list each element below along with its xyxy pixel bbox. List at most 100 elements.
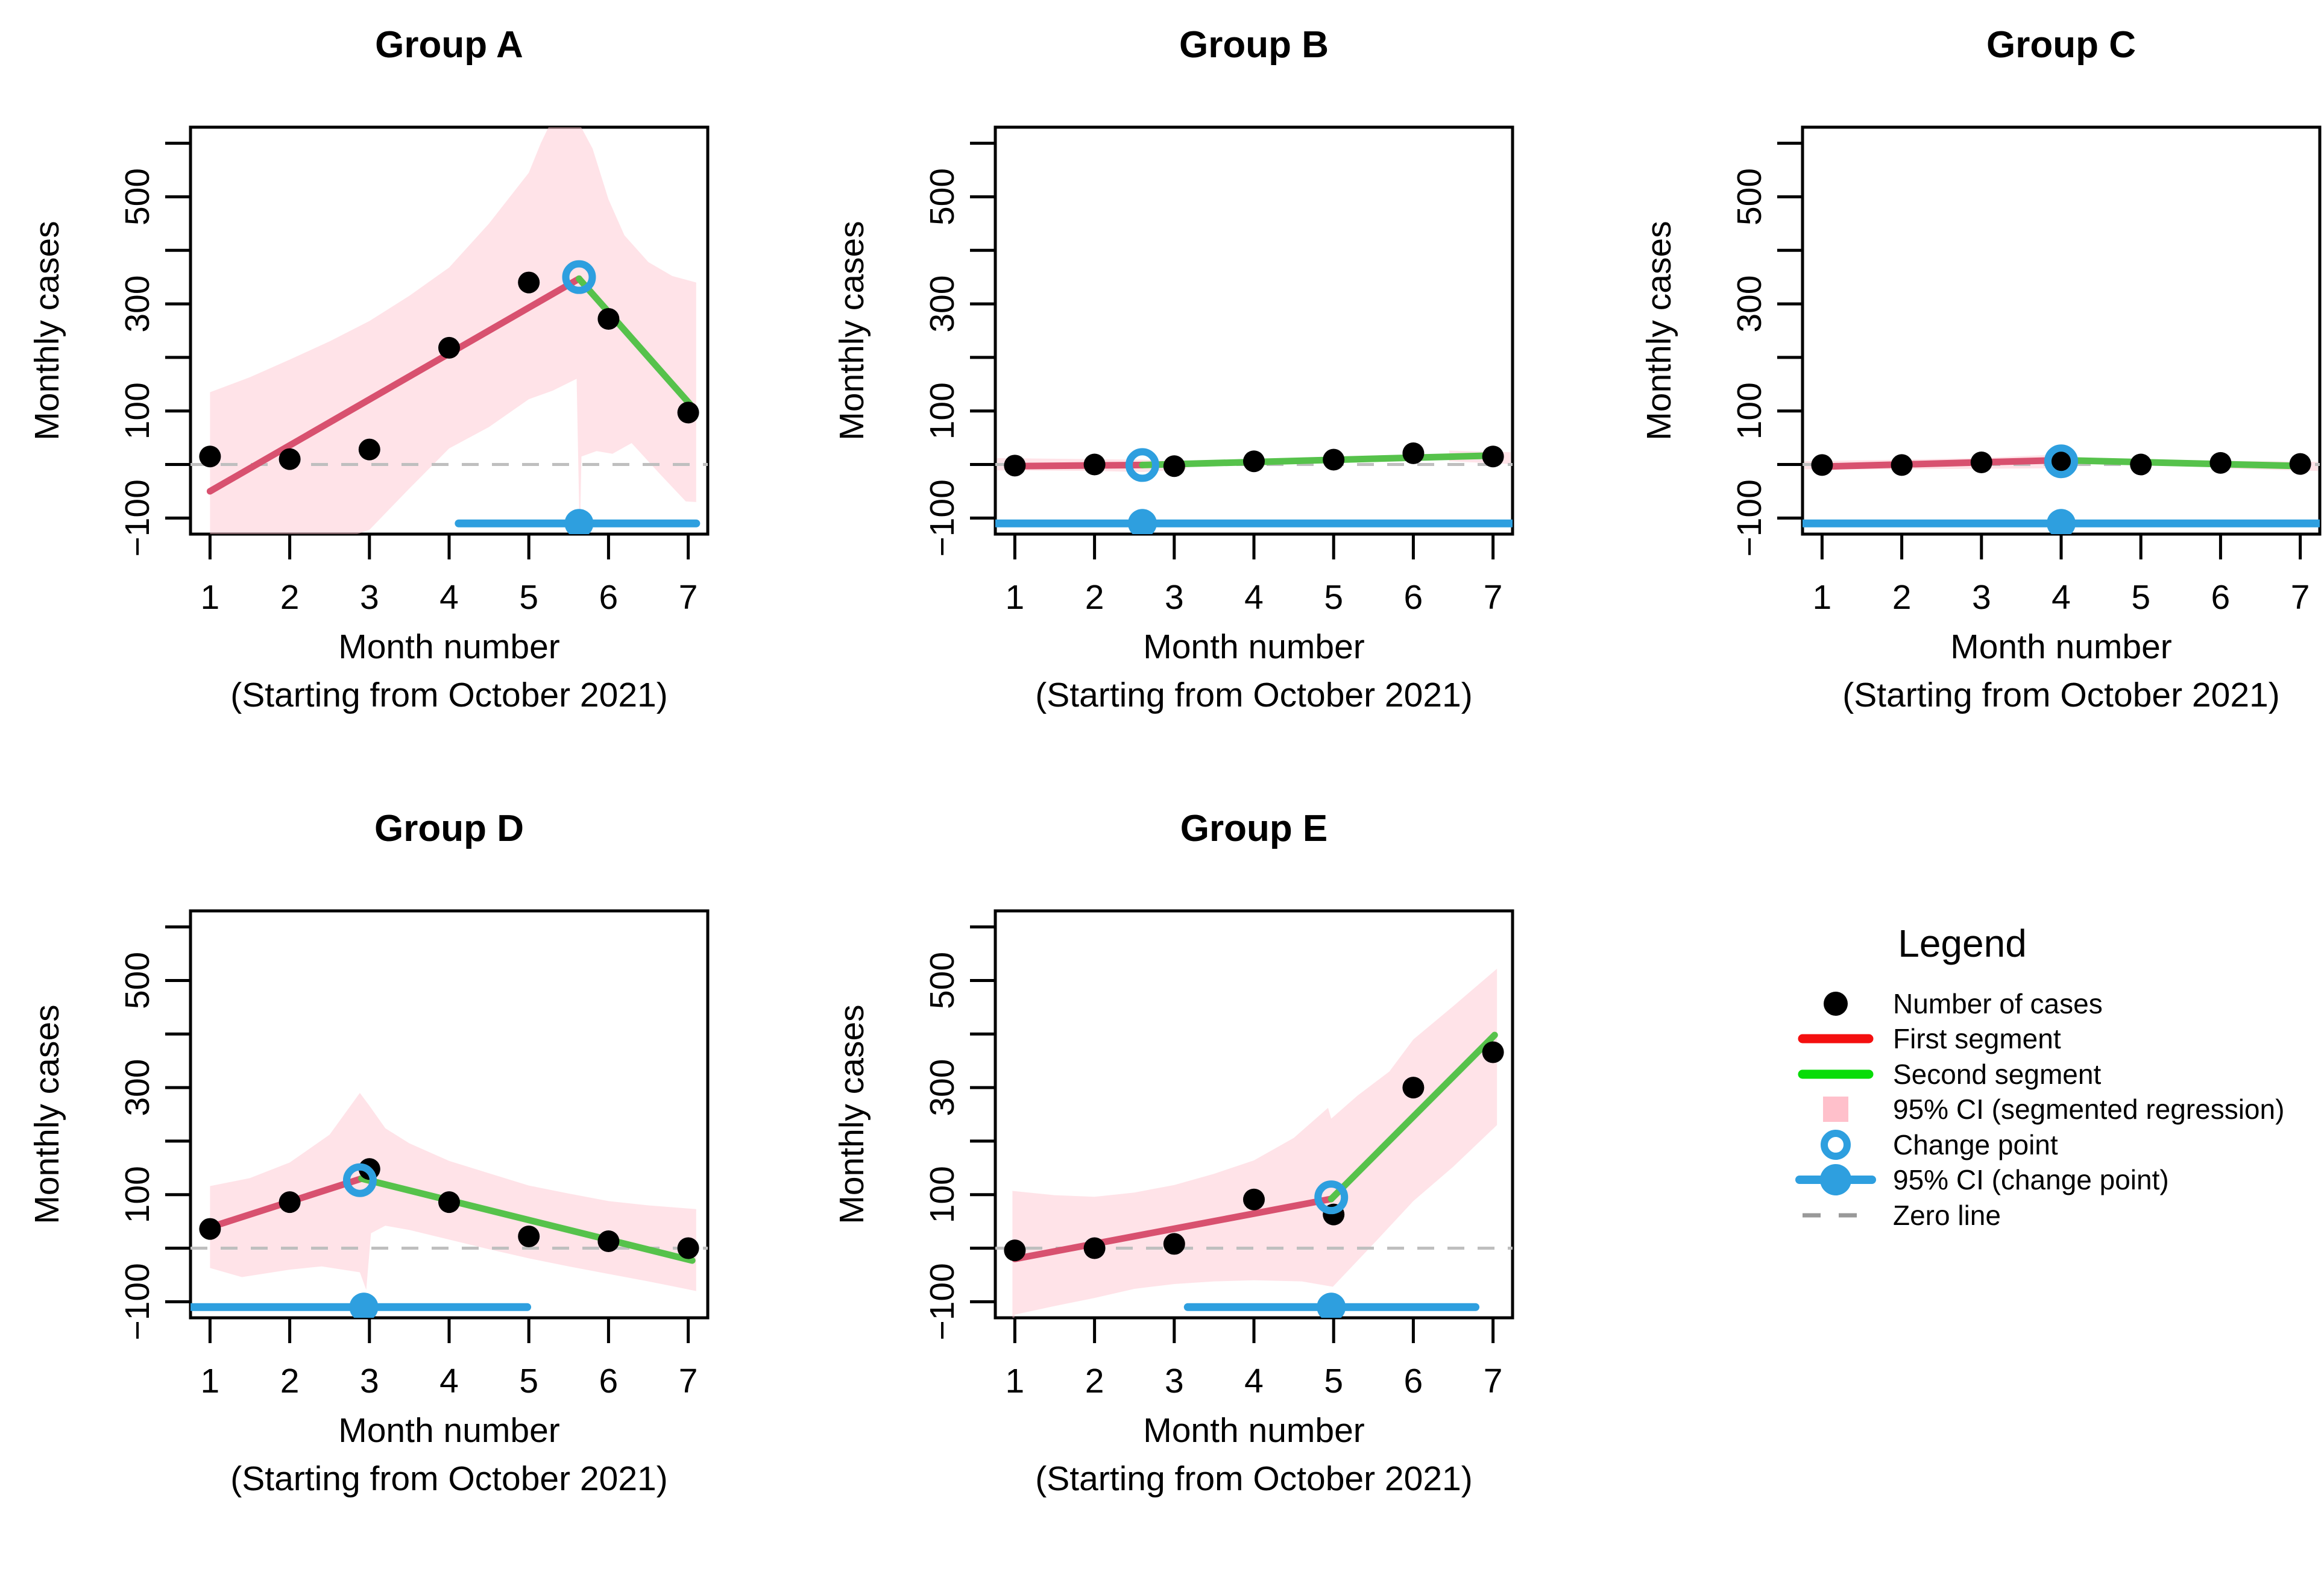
y-tick-label: 300 bbox=[923, 275, 962, 333]
y-axis-label: Monthly cases bbox=[28, 1004, 66, 1224]
legend-item: Number of cases bbox=[1824, 988, 2103, 1019]
y-axis-label: Monthly cases bbox=[28, 221, 66, 440]
change-point-ci-marker bbox=[564, 509, 594, 534]
data-point bbox=[1402, 1077, 1425, 1099]
y-axis-label: Monthly cases bbox=[1640, 221, 1678, 440]
x-tick-label: 5 bbox=[1324, 1362, 1343, 1400]
data-point bbox=[1004, 455, 1026, 477]
x-tick-label: 3 bbox=[1972, 578, 1991, 617]
x-tick-label: 2 bbox=[1892, 578, 1912, 617]
panel-title: Group B bbox=[1179, 24, 1329, 66]
y-tick-label: 500 bbox=[1730, 168, 1769, 225]
data-point bbox=[1004, 1239, 1026, 1262]
data-point bbox=[677, 401, 699, 424]
chart-group-a: Group A Monthly cases −100 100 300 500 1 2 3 4 5 6 7… bbox=[28, 24, 710, 714]
panel-group-b: Group B Monthly cases −100 100 300 500 1 2 3 4 5 6 7… bbox=[775, 0, 1549, 784]
legend-item: Second segment bbox=[1798, 1059, 2101, 1090]
change-point-ci-marker-icon bbox=[1820, 1164, 1851, 1195]
legend-chart: Legend Number of cases First segment Second… bbox=[1795, 922, 2284, 1231]
x-tick-label: 7 bbox=[1484, 1362, 1503, 1400]
data-point bbox=[677, 1237, 699, 1259]
change-point-icon bbox=[342, 1163, 377, 1197]
x-tick-label: 3 bbox=[360, 578, 379, 617]
x-tick-label: 7 bbox=[2291, 578, 2310, 617]
data-point bbox=[1482, 445, 1504, 468]
panel-title: Group D bbox=[374, 808, 524, 849]
data-point bbox=[1243, 450, 1265, 473]
data-point bbox=[597, 1230, 620, 1252]
data-point bbox=[1970, 451, 1992, 473]
legend-item: Zero line bbox=[1803, 1200, 2001, 1231]
data-point bbox=[1323, 449, 1345, 471]
y-tick-label: 500 bbox=[923, 168, 962, 225]
x-axis-label-line1: Month number bbox=[338, 628, 560, 666]
x-axis-label-line1: Month number bbox=[338, 1411, 560, 1450]
legend-item: First segment bbox=[1798, 1023, 2061, 1054]
x-tick-label: 1 bbox=[1006, 578, 1025, 617]
second-segment-line bbox=[1139, 452, 1501, 468]
data-point bbox=[1163, 1233, 1185, 1255]
change-point-ci-marker bbox=[2047, 509, 2076, 534]
data-point bbox=[1243, 1188, 1265, 1210]
x-axis-label-line2: (Starting from October 2021) bbox=[230, 1459, 667, 1498]
y-tick-label: 300 bbox=[923, 1059, 962, 1116]
x-tick-label: 6 bbox=[599, 1362, 619, 1400]
data-point bbox=[438, 1191, 460, 1214]
data-point bbox=[438, 336, 460, 359]
panel-title: Group A bbox=[375, 24, 523, 66]
x-axis-label-line2: (Starting from October 2021) bbox=[1842, 676, 2279, 714]
data-point bbox=[1163, 455, 1185, 477]
cases-point-icon bbox=[1824, 992, 1848, 1016]
second-segment-line bbox=[2058, 456, 2308, 470]
data-point bbox=[2050, 450, 2072, 473]
y-axis-label: Monthly cases bbox=[833, 1004, 871, 1224]
x-tick-label: 5 bbox=[519, 578, 538, 617]
panel-title: Group E bbox=[1180, 808, 1328, 849]
y-tick-label: 300 bbox=[118, 275, 157, 333]
x-axis-label-line2: (Starting from October 2021) bbox=[1035, 1459, 1472, 1498]
data-point bbox=[1891, 454, 1913, 476]
x-tick-label: 7 bbox=[1484, 578, 1503, 617]
data-point bbox=[1402, 442, 1425, 464]
legend-item-label: 95% CI (segmented regression) bbox=[1893, 1094, 2284, 1125]
panel-group-c: Group C Monthly cases −100 100 300 500 1 2 3 4 5 6 7… bbox=[1549, 0, 2324, 784]
first-segment-line bbox=[206, 275, 582, 495]
data-point bbox=[2130, 453, 2152, 476]
change-point-ci-marker bbox=[349, 1292, 379, 1318]
y-tick-label: −100 bbox=[118, 1263, 157, 1340]
data-point bbox=[518, 1226, 540, 1247]
data-point bbox=[199, 1218, 221, 1240]
legend-item-label: 95% CI (change point) bbox=[1893, 1164, 2169, 1195]
x-tick-label: 2 bbox=[280, 1362, 300, 1400]
chart-group-d: Group D Monthly cases −100 100 300 500 1 2 3 4 5 6 7… bbox=[28, 808, 710, 1498]
legend-item: 95% CI (change point) bbox=[1795, 1164, 2169, 1195]
data-point bbox=[1811, 454, 1833, 476]
y-tick-label: 100 bbox=[923, 1166, 962, 1223]
ci-band-region bbox=[210, 1093, 696, 1291]
x-tick-label: 1 bbox=[1006, 1362, 1025, 1400]
panel-group-d: Group D Monthly cases −100 100 300 500 1 2 3 4 5 6 7… bbox=[0, 784, 775, 1574]
y-tick-label: 500 bbox=[923, 952, 962, 1009]
y-tick-label: 100 bbox=[118, 1166, 157, 1223]
y-axis-label: Monthly cases bbox=[833, 221, 871, 440]
first-segment-line bbox=[1011, 1195, 1335, 1262]
x-tick-label: 1 bbox=[201, 578, 220, 617]
plot-box bbox=[994, 125, 1514, 536]
data-point bbox=[518, 271, 540, 294]
x-axis-label-line1: Month number bbox=[1143, 628, 1365, 666]
x-axis-label-line1: Month number bbox=[1950, 628, 2172, 666]
x-tick-label: 5 bbox=[519, 1362, 538, 1400]
y-tick-label: 300 bbox=[1730, 275, 1769, 333]
second-segment-line bbox=[1327, 1031, 1498, 1203]
second-segment-line bbox=[575, 275, 696, 411]
data-point bbox=[1083, 1237, 1106, 1259]
x-tick-label: 6 bbox=[1404, 578, 1423, 617]
y-tick-label: 100 bbox=[1730, 382, 1769, 439]
x-axis-label-line2: (Starting from October 2021) bbox=[230, 676, 667, 714]
data-point bbox=[597, 307, 620, 330]
chart-group-e: Group E Monthly cases −100 100 300 500 1 2 3 4 5 6 7… bbox=[833, 808, 1514, 1498]
panel-title: Group C bbox=[1986, 24, 2136, 66]
y-tick-label: −100 bbox=[923, 1263, 962, 1340]
y-tick-label: 100 bbox=[923, 382, 962, 439]
change-point-icon bbox=[2044, 444, 2078, 479]
